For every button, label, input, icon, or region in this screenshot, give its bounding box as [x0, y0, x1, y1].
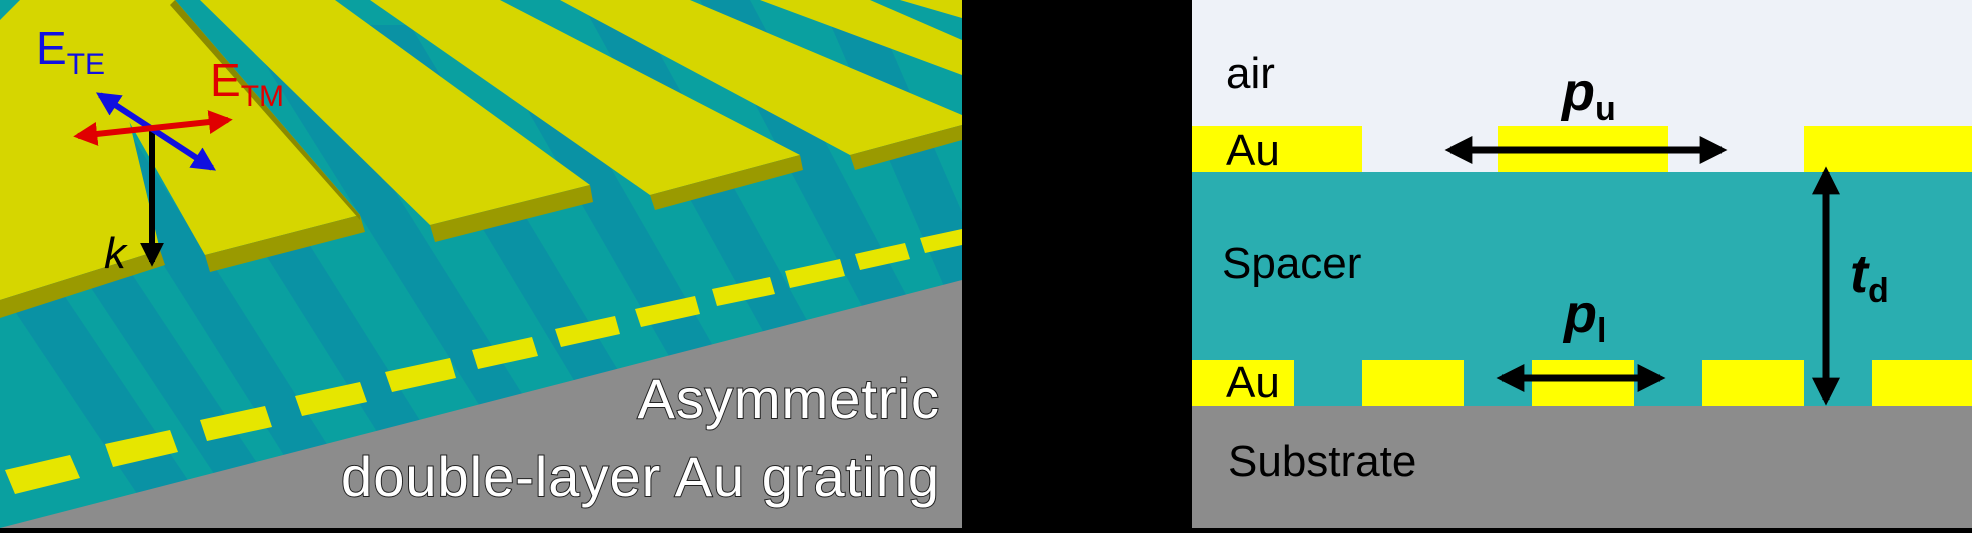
p-upper-label: pu — [1560, 62, 1616, 128]
polarization-arrows — [73, 92, 233, 267]
k-label: k — [104, 229, 128, 278]
lower-gold-bars — [5, 229, 962, 494]
t-d-label: td — [1850, 244, 1889, 310]
spacer-label: Spacer — [1222, 239, 1361, 288]
cross-section-schematic: air Au Spacer Au Substrate pu pl td — [1192, 0, 1972, 528]
e-te-label: ETE — [36, 22, 105, 81]
grating-3d-view: ETE ETM k Asymmetric double-layer Au gra… — [0, 0, 962, 528]
au-lower-label: Au — [1226, 358, 1280, 407]
substrate-layer — [1192, 406, 1972, 528]
title-line-1: Asymmetric — [638, 367, 940, 430]
title-line-2: double-layer Au grating — [341, 445, 940, 508]
e-tm-arrow — [73, 110, 233, 146]
air-label: air — [1226, 49, 1275, 98]
e-tm-label: ETM — [210, 54, 284, 113]
substrate-label: Substrate — [1228, 437, 1416, 486]
substrate-face — [0, 280, 962, 528]
lower-au-bars — [1192, 360, 1972, 406]
au-upper-label: Au — [1226, 126, 1280, 175]
p-lower-label: pl — [1562, 284, 1606, 350]
